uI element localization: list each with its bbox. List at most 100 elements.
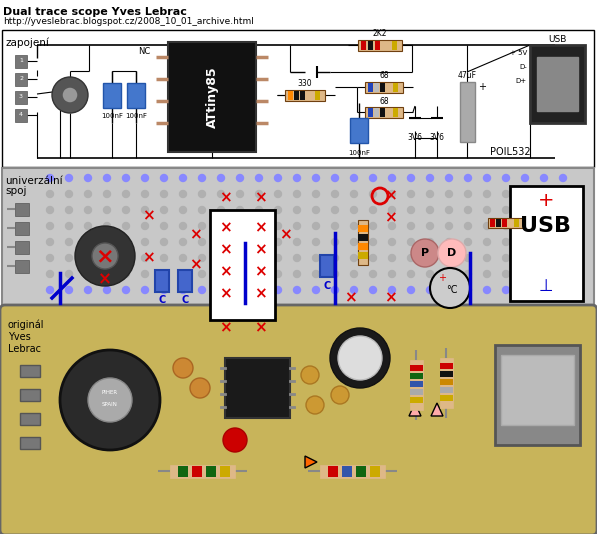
Circle shape (503, 271, 509, 278)
Bar (514, 219, 519, 227)
Text: 3: 3 (19, 95, 23, 99)
Text: C: C (324, 281, 331, 291)
Circle shape (389, 207, 395, 214)
Circle shape (312, 175, 319, 182)
Circle shape (180, 239, 186, 246)
Text: USB: USB (521, 216, 571, 236)
Circle shape (540, 255, 547, 262)
Circle shape (445, 191, 453, 198)
Bar (496, 219, 501, 227)
Circle shape (161, 239, 168, 246)
Bar (2, 30, 594, 167)
Text: 4: 4 (19, 113, 23, 117)
Circle shape (503, 223, 509, 230)
Circle shape (464, 271, 472, 278)
Circle shape (312, 223, 319, 230)
Bar (410, 389, 423, 395)
Circle shape (275, 207, 282, 214)
Circle shape (522, 287, 528, 294)
Text: D: D (447, 248, 457, 258)
Circle shape (256, 239, 263, 246)
Circle shape (294, 287, 300, 294)
Bar (358, 225, 368, 232)
Circle shape (275, 175, 282, 182)
Circle shape (256, 191, 263, 198)
Text: ×: × (219, 287, 232, 302)
Circle shape (103, 207, 110, 214)
Circle shape (370, 271, 377, 278)
Text: 2: 2 (19, 76, 23, 82)
Circle shape (275, 191, 282, 198)
Bar (192, 466, 202, 477)
Circle shape (389, 191, 395, 198)
Circle shape (559, 207, 567, 214)
Circle shape (122, 223, 130, 230)
Circle shape (47, 287, 54, 294)
Circle shape (408, 287, 414, 294)
FancyBboxPatch shape (0, 305, 597, 534)
Circle shape (559, 191, 567, 198)
Bar (15, 203, 29, 216)
Text: ×: × (254, 242, 266, 257)
Circle shape (122, 175, 130, 182)
Circle shape (256, 207, 263, 214)
Circle shape (190, 378, 210, 398)
Text: ×: × (254, 287, 266, 302)
Text: USB: USB (548, 35, 566, 43)
Text: D+: D+ (516, 78, 527, 84)
Circle shape (103, 271, 110, 278)
Bar (300, 91, 305, 100)
Text: ×: × (254, 320, 266, 335)
Bar (440, 395, 453, 401)
Bar (356, 466, 366, 477)
Circle shape (256, 255, 263, 262)
Circle shape (370, 175, 377, 182)
Circle shape (103, 175, 110, 182)
Circle shape (338, 336, 382, 380)
Circle shape (66, 255, 72, 262)
Circle shape (484, 287, 491, 294)
Text: PIHER: PIHER (102, 389, 118, 395)
Bar (393, 83, 398, 92)
Bar (20, 389, 40, 401)
Circle shape (408, 255, 414, 262)
Circle shape (85, 191, 91, 198)
Circle shape (350, 255, 358, 262)
Circle shape (312, 239, 319, 246)
Circle shape (47, 191, 54, 198)
Bar (2, 168, 594, 305)
Text: Yves: Yves (8, 332, 31, 342)
Text: ×: × (254, 221, 266, 235)
Text: ×: × (189, 257, 201, 272)
Text: ×: × (141, 250, 155, 265)
Text: C: C (181, 295, 189, 305)
Circle shape (370, 191, 377, 198)
Circle shape (141, 191, 149, 198)
Circle shape (484, 191, 491, 198)
Circle shape (122, 287, 130, 294)
Text: ⊥: ⊥ (538, 277, 553, 295)
Circle shape (256, 223, 263, 230)
Circle shape (540, 223, 547, 230)
Bar (15, 260, 29, 273)
Text: +: + (538, 192, 554, 210)
Bar (320, 255, 334, 277)
Circle shape (522, 239, 528, 246)
Bar (410, 373, 423, 379)
Bar (206, 466, 216, 477)
Bar (178, 466, 188, 477)
Bar (510, 186, 583, 301)
Circle shape (236, 255, 244, 262)
Circle shape (66, 239, 72, 246)
Circle shape (350, 271, 358, 278)
Circle shape (294, 271, 300, 278)
Circle shape (445, 223, 453, 230)
Bar (15, 241, 29, 254)
Text: 3V6: 3V6 (429, 134, 445, 143)
Circle shape (47, 223, 54, 230)
Circle shape (464, 191, 472, 198)
Circle shape (47, 271, 54, 278)
Circle shape (141, 223, 149, 230)
Bar (210, 210, 275, 320)
Circle shape (350, 191, 358, 198)
